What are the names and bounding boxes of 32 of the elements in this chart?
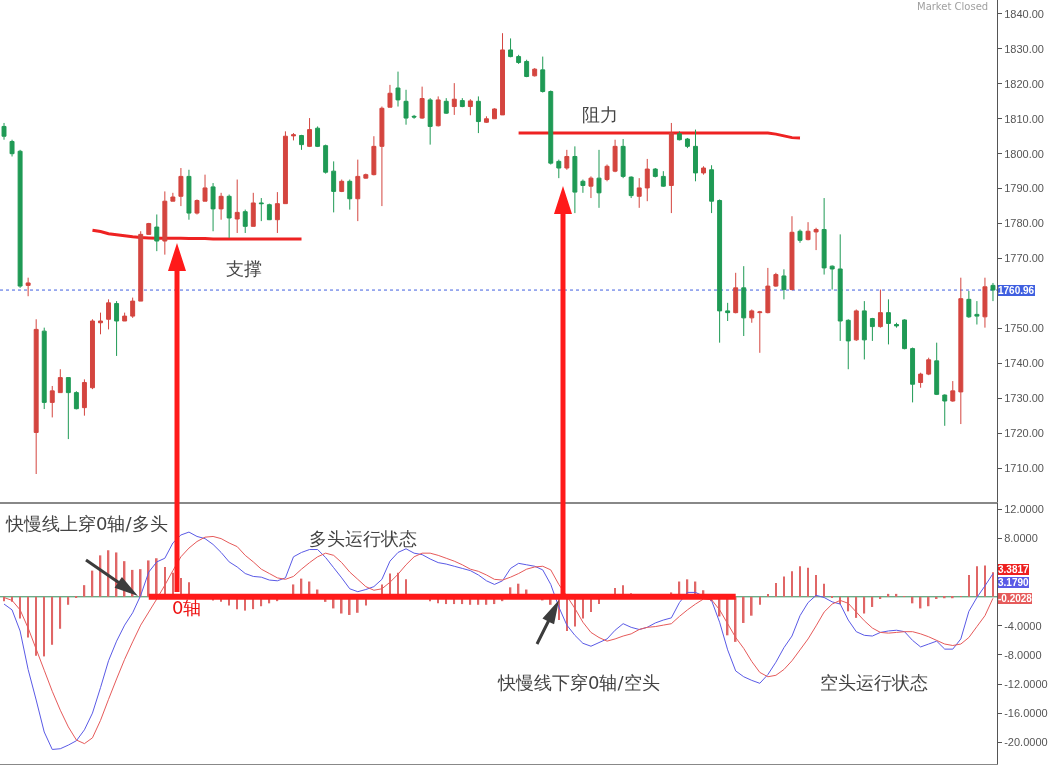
y-tick-label: 1740.00 xyxy=(1004,357,1044,370)
y-tick-label: 1800.00 xyxy=(1004,147,1044,160)
y-tick-label: -8.0000 xyxy=(1004,648,1042,661)
y-tick-label: -20.0000 xyxy=(1004,736,1048,749)
annotation: 快慢线上穿0轴/多头 xyxy=(5,513,168,534)
annotation: 3.3817 xyxy=(998,564,1030,575)
y-tick-label: 1820.00 xyxy=(1004,77,1044,90)
data-label: -0.2028 xyxy=(998,593,1033,604)
y-tick-label: 1810.00 xyxy=(1004,112,1044,125)
y-tick-label: 1770.00 xyxy=(1004,252,1044,265)
annotation: Market Closed xyxy=(917,1,989,12)
annotation: 0轴 xyxy=(172,597,202,618)
y-tick-label: 1840.00 xyxy=(1004,7,1044,20)
y-tick-label: 1720.00 xyxy=(1004,426,1044,439)
y-tick-label: -12.0000 xyxy=(1004,677,1048,690)
y-tick-label: -4.0000 xyxy=(1004,619,1042,632)
annotation: 支撑 xyxy=(226,258,262,279)
y-tick-label: -16.0000 xyxy=(1004,706,1048,719)
y-tick-label: 1750.00 xyxy=(1004,322,1044,335)
y-tick-label: 1790.00 xyxy=(1004,182,1044,195)
y-tick-label: 1710.00 xyxy=(1004,461,1044,474)
annotation: 阻力 xyxy=(582,104,618,125)
ref-line-label: 1760.96 xyxy=(998,285,1035,296)
annotation: 空头运行状态 xyxy=(820,672,928,693)
y-tick-label: 8.0000 xyxy=(1004,532,1038,545)
data-label: 3.1790 xyxy=(998,577,1030,588)
annotation: 多头运行状态 xyxy=(309,528,417,549)
y-tick-label: 1830.00 xyxy=(1004,42,1044,55)
y-tick-label: 12.0000 xyxy=(1004,503,1044,516)
y-tick-label: 1730.00 xyxy=(1004,392,1044,405)
y-tick-label: 1780.00 xyxy=(1004,217,1044,230)
annotation: 快慢线下穿0轴/空头 xyxy=(497,672,660,693)
